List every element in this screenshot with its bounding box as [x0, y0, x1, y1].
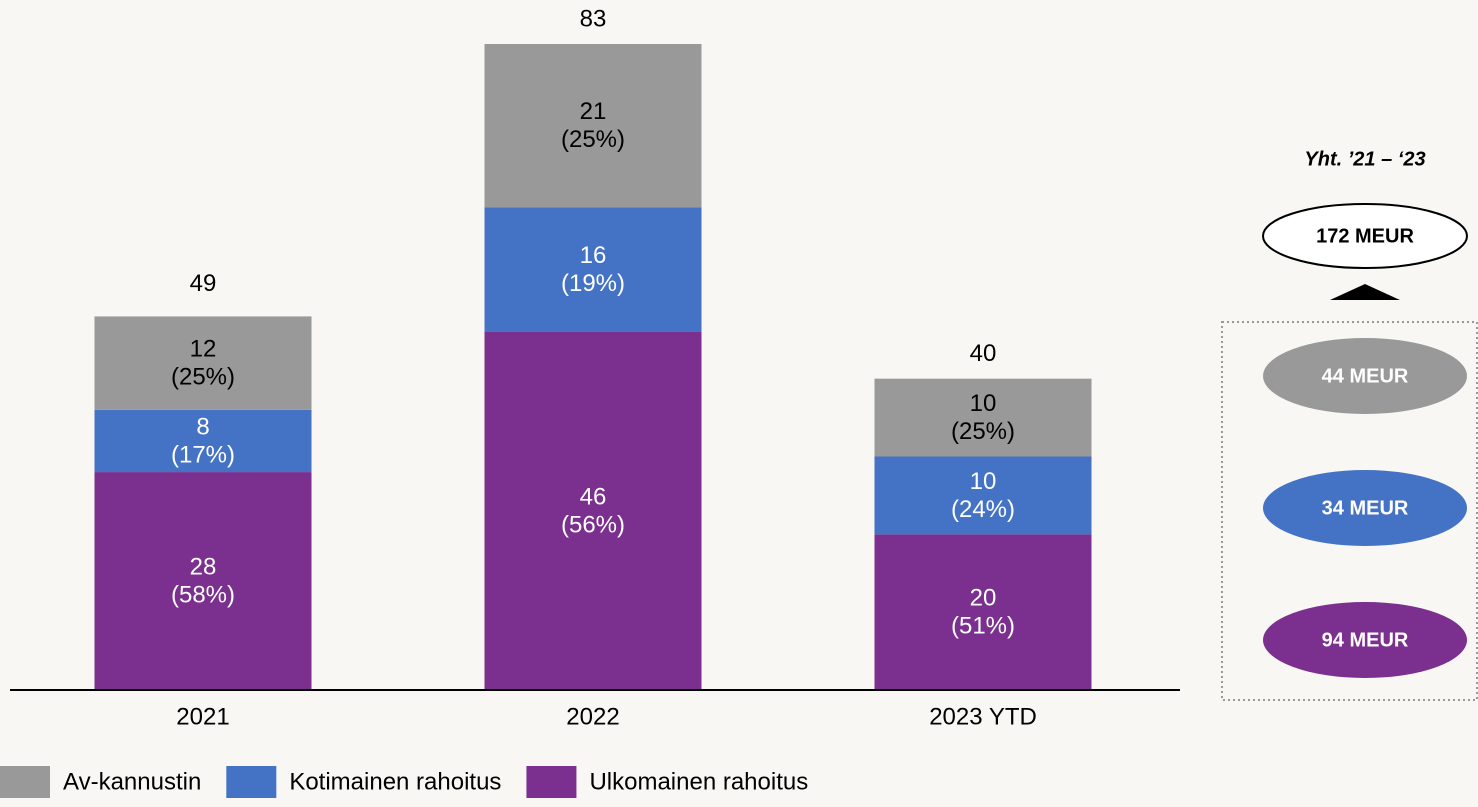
segment-share: (58%)	[171, 581, 235, 608]
summary-ellipse	[1263, 338, 1467, 414]
segment-value: 8	[196, 413, 209, 440]
segment-value: 16	[580, 242, 607, 269]
legend-swatch	[526, 766, 577, 798]
segment-share: (19%)	[561, 270, 625, 297]
x-tick-label: 2022	[566, 703, 619, 730]
segment-value: 12	[190, 335, 217, 362]
legend-label: Ulkomainen rahoitus	[589, 768, 808, 795]
bar-segment	[484, 331, 702, 690]
segment-share: (25%)	[561, 126, 625, 153]
total-label: 49	[190, 270, 217, 297]
segment-share: (56%)	[561, 511, 625, 538]
segment-share: (25%)	[171, 363, 235, 390]
bar-segment	[874, 378, 1092, 457]
x-tick-label: 2021	[176, 703, 229, 730]
bar-segment	[874, 534, 1092, 690]
legend-swatch	[226, 766, 277, 798]
segment-value: 10	[970, 468, 997, 495]
total-label: 83	[580, 5, 607, 32]
bar-segment	[94, 472, 312, 690]
legend-label: Kotimainen rahoitus	[289, 768, 501, 795]
x-tick-label: 2023 YTD	[929, 703, 1037, 730]
segment-value: 10	[970, 390, 997, 417]
summary-total-ellipse	[1262, 203, 1468, 269]
bar-segment	[484, 44, 702, 208]
bar-segment	[484, 207, 702, 332]
summary-ellipse	[1263, 470, 1467, 546]
summary-item: 94 MEUR	[1322, 629, 1409, 651]
summary-item: 44 MEUR	[1322, 365, 1409, 387]
total-label: 40	[970, 340, 997, 367]
segment-value: 21	[580, 98, 607, 125]
segment-share: (17%)	[171, 441, 235, 468]
summary-box	[1221, 321, 1478, 701]
segment-share: (51%)	[951, 613, 1015, 640]
legend-swatch	[0, 766, 50, 798]
arrow	[1330, 284, 1400, 300]
segment-value: 20	[970, 585, 997, 612]
summary-item: 34 MEUR	[1322, 497, 1409, 519]
bar-segment	[94, 409, 312, 473]
summary-total: 172 MEUR	[1316, 225, 1414, 247]
segment-share: (25%)	[951, 418, 1015, 445]
bar-segment	[94, 316, 312, 410]
segment-value: 28	[190, 553, 217, 580]
summary-ellipse	[1263, 602, 1467, 678]
summary-title: Yht. ’21 – ‘23	[1304, 148, 1425, 170]
legend-label: Av-kannustin	[63, 768, 201, 795]
segment-value: 46	[580, 483, 607, 510]
bar-segment	[874, 456, 1092, 535]
segment-share: (24%)	[951, 496, 1015, 523]
